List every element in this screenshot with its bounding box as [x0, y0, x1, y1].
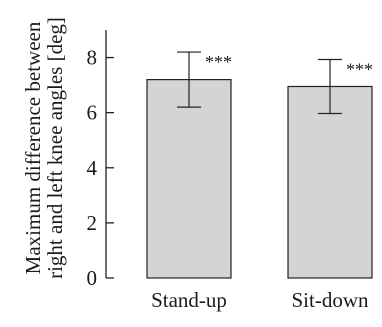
y-tick-label-2: 2 [87, 211, 98, 235]
y-tick-label-8: 8 [87, 46, 98, 70]
y-tick-label-6: 6 [87, 101, 98, 125]
labels: 0 2 4 6 8 *** Stand-up *** Sit-down [87, 46, 374, 312]
bar-sit-down [287, 85, 373, 279]
bars [146, 51, 373, 279]
category-label-stand-up: Stand-up [151, 288, 227, 312]
bar-stand-up [146, 78, 232, 279]
y-axis-label-line-2: right and left knee angles [deg] [43, 17, 67, 279]
y-tick-label-4: 4 [87, 156, 98, 180]
significance-marker-sit-down: *** [346, 59, 373, 79]
significance-marker-stand-up: *** [205, 52, 232, 72]
axes [105, 30, 114, 279]
category-label-sit-down: Sit-down [291, 288, 369, 312]
y-axis-label: Maximum difference between right and lef… [21, 17, 67, 279]
y-tick-label-0: 0 [87, 266, 98, 290]
y-axis-label-line-1: Maximum difference between [21, 21, 45, 274]
